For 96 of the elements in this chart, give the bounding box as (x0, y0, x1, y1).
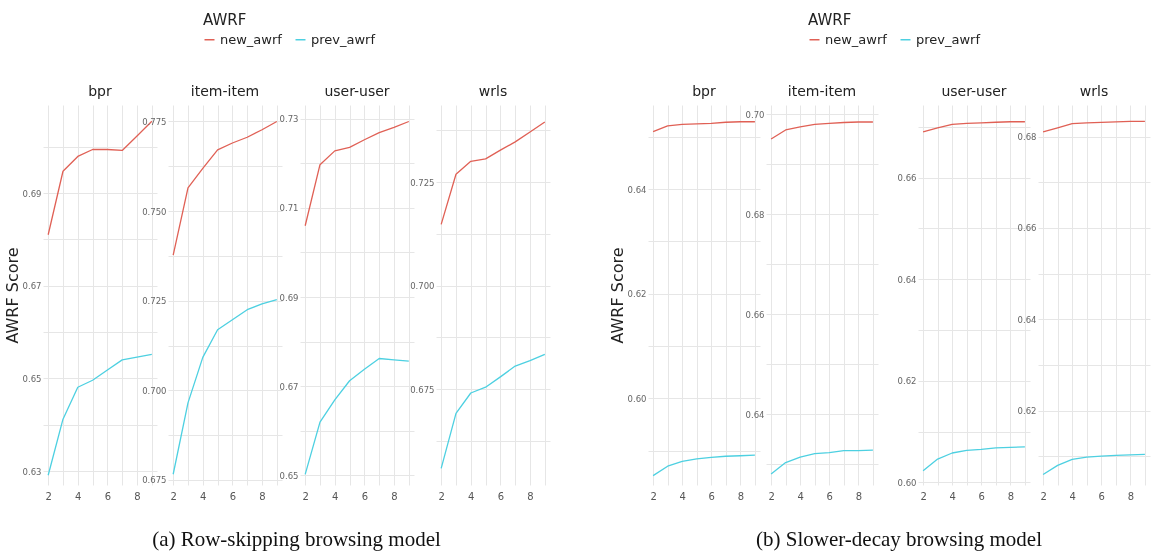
y-tick-label: 0.71 (279, 203, 299, 214)
y-tick-label: 0.64 (627, 184, 647, 195)
line-series (172, 299, 278, 475)
x-tick-label: 6 (1098, 490, 1105, 502)
x-tick-label: 8 (134, 490, 141, 502)
y-tick-label: 0.64 (1017, 314, 1037, 325)
x-tick-label: 8 (259, 490, 266, 502)
y-tick-label: 0.67 (279, 381, 299, 392)
y-tick-label: 0.64 (745, 409, 765, 420)
y-tick-label: 0.700 (410, 281, 435, 292)
x-tick-label: 8 (737, 490, 745, 502)
x-tick-label: 2 (170, 490, 177, 502)
legend-label: prev_awrf (311, 31, 376, 47)
x-tick-label: 4 (468, 490, 475, 502)
legend-label: new_awrf (825, 31, 888, 47)
x-tick-label: 2 (438, 490, 445, 502)
x-tick-label: 4 (679, 490, 686, 502)
x-tick-label: 2 (650, 490, 657, 502)
x-tick-label: 2 (45, 490, 52, 502)
chart-title: bpr (692, 83, 717, 99)
chart-title: wrls (478, 83, 508, 99)
x-tick-label: 4 (797, 490, 804, 502)
x-tick-label: 8 (527, 490, 534, 502)
x-tick-label: 8 (855, 490, 863, 502)
y-tick-label: 0.66 (897, 173, 917, 184)
x-tick-label: 2 (1040, 490, 1047, 502)
x-tick-label: 6 (229, 490, 237, 502)
legend-title: AWRF (203, 11, 247, 29)
x-tick-label: 4 (75, 490, 82, 502)
line-series (922, 446, 1026, 472)
legend-label: prev_awrf (916, 31, 981, 47)
x-tick-label: 2 (302, 490, 309, 502)
x-tick-label: 6 (361, 490, 369, 502)
chart-title: wrls (1079, 83, 1109, 99)
x-tick-label: 2 (768, 490, 775, 502)
line-series (440, 353, 546, 470)
y-tick-label: 0.69 (22, 188, 42, 199)
y-tick-label: 0.63 (22, 466, 42, 477)
line-series (770, 449, 874, 475)
y-tick-label: 0.725 (142, 296, 167, 307)
y-tick-label: 0.67 (22, 281, 42, 292)
y-tick-label: 0.750 (142, 206, 167, 217)
x-tick-label: 2 (920, 490, 927, 502)
y-tick-label: 0.700 (142, 385, 167, 396)
y-tick-label: 0.675 (410, 384, 435, 395)
y-tick-label: 0.725 (410, 177, 435, 188)
line-series (922, 121, 1026, 133)
line-series (652, 454, 756, 477)
x-tick-label: 6 (978, 490, 985, 502)
y-tick-label: 0.73 (279, 114, 299, 125)
y-tick-label: 0.60 (897, 477, 917, 488)
x-tick-label: 6 (708, 490, 715, 502)
text: (a) Row-skipping browsing model (152, 527, 442, 551)
chart-title: user-user (324, 83, 390, 99)
y-tick-label: 0.68 (745, 209, 765, 220)
x-tick-label: 4 (200, 490, 207, 502)
x-tick-label: 4 (332, 490, 339, 502)
x-tick-label: 8 (391, 490, 398, 502)
y-axis-title: AWRF Score (2, 247, 22, 344)
x-tick-label: 4 (949, 490, 956, 502)
chart-title: user-user (941, 83, 1007, 99)
line-series (1042, 453, 1146, 476)
line-series (652, 121, 756, 133)
y-tick-label: 0.65 (279, 470, 299, 481)
chart-title: item-item (190, 83, 260, 99)
y-tick-label: 0.66 (745, 309, 765, 320)
line-series (304, 120, 410, 227)
y-tick-label: 0.60 (627, 393, 647, 404)
y-tick-label: 0.775 (142, 116, 167, 127)
y-tick-label: 0.62 (627, 289, 647, 300)
chart-title: item-item (787, 83, 857, 99)
line-series (172, 120, 278, 256)
y-tick-label: 0.69 (279, 292, 299, 303)
y-tick-label: 0.62 (897, 376, 917, 387)
x-tick-label: 6 (104, 490, 112, 502)
line-series (440, 121, 546, 225)
x-tick-label: 6 (826, 490, 833, 502)
legend-title: AWRF (808, 11, 852, 29)
y-tick-label: 0.66 (1017, 223, 1037, 234)
legend-label: new_awrf (220, 31, 283, 47)
x-tick-label: 6 (497, 490, 505, 502)
y-tick-label: 0.68 (1017, 132, 1037, 143)
y-tick-label: 0.65 (22, 373, 42, 384)
line-series (1042, 120, 1146, 133)
y-tick-label: 0.70 (745, 109, 765, 120)
x-tick-label: 4 (1069, 490, 1076, 502)
y-tick-label: 0.675 (142, 475, 167, 486)
line-series (304, 357, 410, 475)
line-series (770, 121, 874, 140)
x-tick-label: 8 (1007, 490, 1015, 502)
y-tick-label: 0.62 (1017, 406, 1037, 417)
chart-title: bpr (88, 83, 113, 99)
y-axis-title: AWRF Score (607, 247, 627, 344)
y-tick-label: 0.64 (897, 274, 917, 285)
text: (b) Slower-decay browsing model (756, 527, 1043, 551)
x-tick-label: 8 (1127, 490, 1135, 502)
